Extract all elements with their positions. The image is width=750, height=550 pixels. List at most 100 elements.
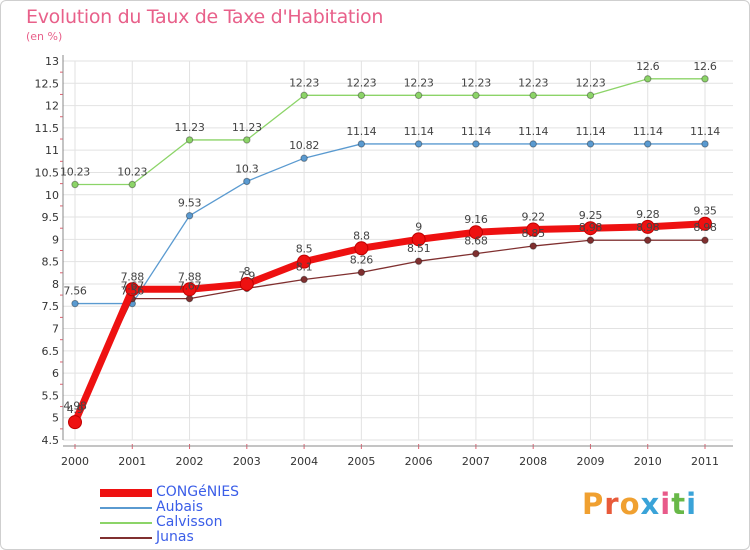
data-label: 8.26 <box>350 253 374 266</box>
chart-title: Evolution du Taux de Taxe d'Habitation <box>26 6 384 28</box>
logo-letter: t <box>671 487 687 521</box>
data-point <box>529 242 537 250</box>
data-point <box>472 249 480 258</box>
data-point <box>529 91 537 100</box>
data-label: 7.56 <box>63 285 87 298</box>
y-tick-label: 9.5 <box>42 211 60 224</box>
data-label: 12.23 <box>289 76 319 89</box>
y-tick-label: 10 <box>45 189 59 202</box>
x-tick-label: 2003 <box>233 455 261 468</box>
y-tick-label: 12.5 <box>35 77 60 90</box>
data-label: 7.9 <box>239 269 256 282</box>
data-label: 8.68 <box>464 235 488 248</box>
grid-lines <box>63 60 733 441</box>
data-point <box>71 180 79 189</box>
data-point <box>128 180 136 189</box>
legend-label: Aubais <box>156 499 204 515</box>
x-tick-label: 2000 <box>61 455 89 468</box>
x-tick-label: 2008 <box>519 455 547 468</box>
data-labels: 10.23 10.23 11.23 11.23 12.23 12.23 12.23 12.23… <box>60 60 721 416</box>
data-label: 10.82 <box>289 139 319 152</box>
data-label: 10.23 <box>117 166 147 179</box>
proxiti-logo: Proxiti <box>582 487 697 521</box>
data-label: 11.23 <box>175 121 205 134</box>
data-label: 9 <box>415 220 422 233</box>
x-tick-label: 2002 <box>176 455 204 468</box>
data-point <box>414 140 423 148</box>
data-point <box>640 219 655 234</box>
series-line-aubais <box>74 143 706 305</box>
data-label: 12.23 <box>461 76 491 89</box>
legend-swatch <box>100 489 152 497</box>
y-tick-label: 8 <box>52 278 59 291</box>
data-point <box>357 268 366 277</box>
data-label: 9.53 <box>178 197 202 210</box>
logo-letter: P <box>582 487 605 521</box>
data-point <box>68 415 82 430</box>
data-point <box>586 91 595 100</box>
data-point <box>701 140 709 148</box>
data-label: 11.14 <box>461 125 491 138</box>
data-label: 11.14 <box>404 125 434 138</box>
data-point <box>300 154 308 162</box>
legend-swatch <box>100 522 152 524</box>
series-line-junas <box>74 239 706 420</box>
data-point <box>644 236 652 244</box>
data-label: 7.67 <box>178 280 202 293</box>
legend-swatch <box>100 507 152 509</box>
y-tick-label: 13 <box>45 55 59 68</box>
data-label: 7.88 <box>121 270 145 283</box>
data-point <box>414 257 423 265</box>
legend-label: Junas <box>156 529 194 545</box>
data-point <box>411 232 426 247</box>
y-tick-label: 6 <box>52 367 59 380</box>
x-tick-label: 2011 <box>691 455 719 468</box>
data-point <box>472 140 480 148</box>
data-label: 11.14 <box>633 125 663 138</box>
axes <box>60 55 733 449</box>
data-point <box>644 140 652 148</box>
data-label: 8.98 <box>579 221 603 234</box>
x-tick-label: 2009 <box>576 455 604 468</box>
data-point <box>526 222 541 237</box>
data-label: 11.14 <box>518 125 548 138</box>
data-point <box>71 299 79 308</box>
data-label: 12.23 <box>404 76 434 89</box>
data-point <box>354 241 369 256</box>
data-label: 9.28 <box>636 208 660 221</box>
y-tick-label: 7 <box>52 323 59 336</box>
data-point <box>529 140 537 148</box>
data-label: 12.6 <box>636 60 660 73</box>
data-point <box>297 254 312 269</box>
data-point <box>472 91 480 100</box>
data-label: 9.16 <box>464 213 488 226</box>
data-point <box>185 212 194 220</box>
data-point <box>701 236 709 244</box>
y-tick-label: 5.5 <box>42 389 60 402</box>
data-label: 7.88 <box>178 270 202 283</box>
data-point <box>586 236 595 244</box>
data-point <box>357 91 366 100</box>
data-point <box>644 75 652 83</box>
data-label: 7.56 <box>121 285 145 298</box>
data-point <box>243 177 251 186</box>
data-label: 7.67 <box>121 280 145 293</box>
legend-label: Calvisson <box>156 514 223 530</box>
data-point <box>243 136 251 144</box>
x-tick-label: 2006 <box>405 455 433 468</box>
data-label: 4.9 <box>67 403 84 416</box>
data-point <box>701 75 709 83</box>
x-tick-label: 2005 <box>347 455 375 468</box>
data-point <box>586 140 595 148</box>
data-point <box>300 91 308 100</box>
chart-subtitle: (en %) <box>26 30 63 43</box>
data-label: 10.3 <box>235 162 259 175</box>
data-point <box>300 275 308 284</box>
logo-letter: i <box>660 487 672 521</box>
y-tick-label: 6.5 <box>42 345 60 358</box>
data-point <box>698 216 712 231</box>
data-point <box>357 140 366 148</box>
data-point <box>583 221 598 236</box>
y-tick-label: 12 <box>45 100 59 113</box>
